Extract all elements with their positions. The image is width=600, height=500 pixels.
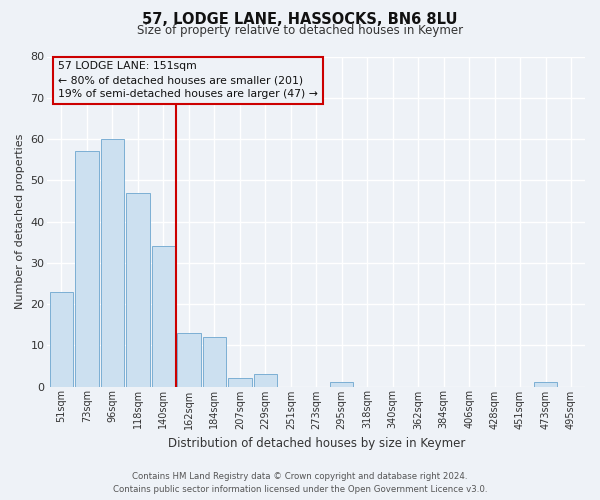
Bar xyxy=(228,378,251,386)
Bar xyxy=(101,139,124,386)
Bar xyxy=(75,152,98,386)
Text: Size of property relative to detached houses in Keymer: Size of property relative to detached ho… xyxy=(137,24,463,37)
Text: 57, LODGE LANE, HASSOCKS, BN6 8LU: 57, LODGE LANE, HASSOCKS, BN6 8LU xyxy=(142,12,458,28)
Bar xyxy=(50,292,73,386)
Bar xyxy=(254,374,277,386)
Bar xyxy=(203,337,226,386)
Bar xyxy=(330,382,353,386)
Text: Contains HM Land Registry data © Crown copyright and database right 2024.
Contai: Contains HM Land Registry data © Crown c… xyxy=(113,472,487,494)
X-axis label: Distribution of detached houses by size in Keymer: Distribution of detached houses by size … xyxy=(167,437,465,450)
Text: 57 LODGE LANE: 151sqm
← 80% of detached houses are smaller (201)
19% of semi-det: 57 LODGE LANE: 151sqm ← 80% of detached … xyxy=(58,62,318,100)
Bar xyxy=(534,382,557,386)
Bar xyxy=(126,192,149,386)
Y-axis label: Number of detached properties: Number of detached properties xyxy=(15,134,25,309)
Bar xyxy=(152,246,175,386)
Bar xyxy=(177,333,200,386)
